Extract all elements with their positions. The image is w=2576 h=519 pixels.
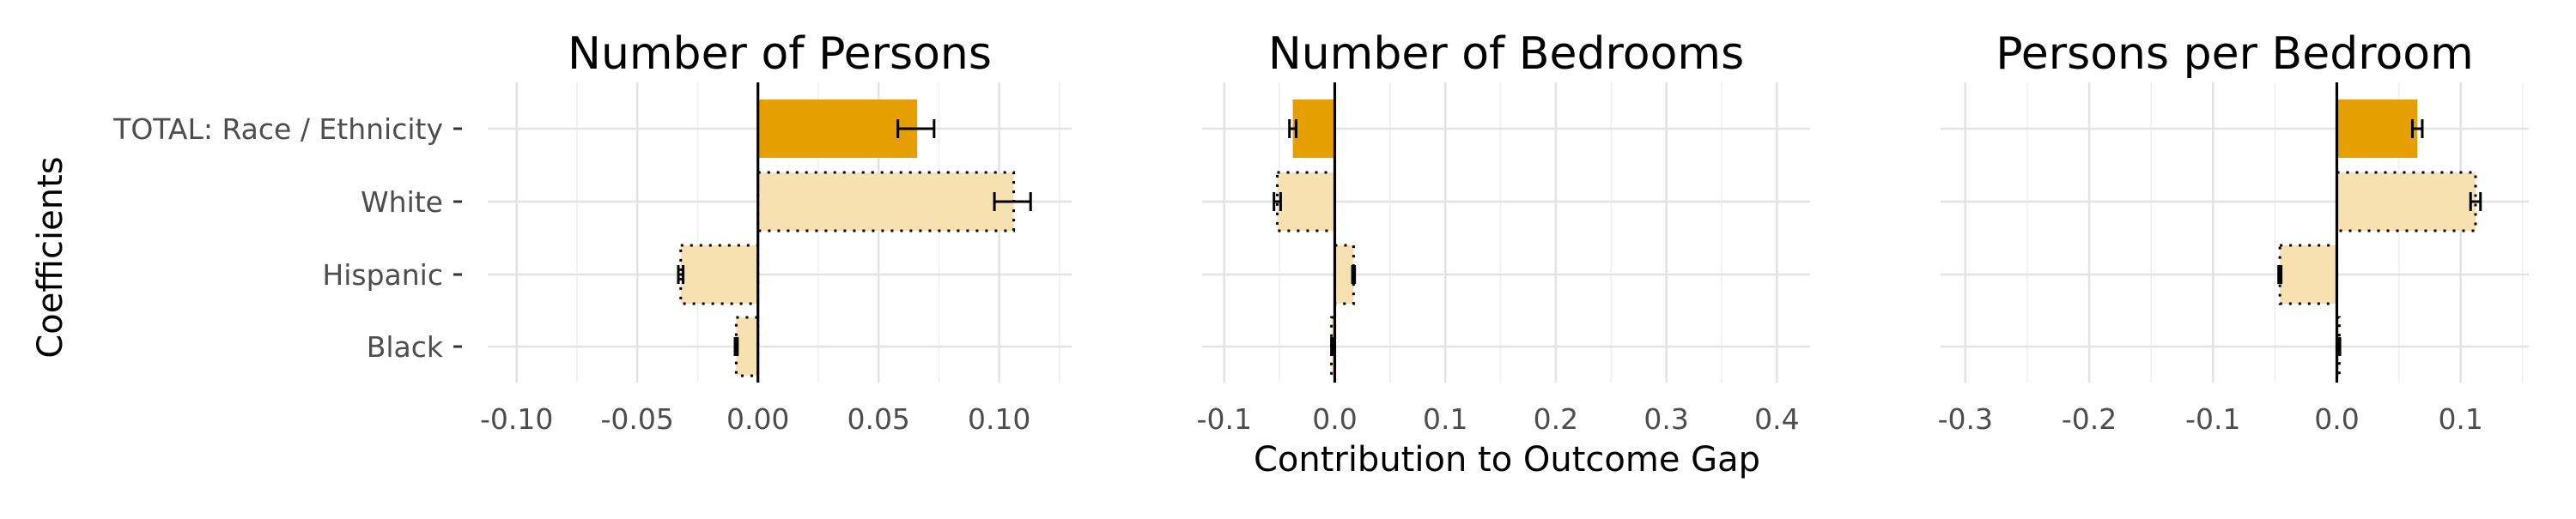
bar-hispanic bbox=[1333, 244, 1355, 305]
error-bar-white bbox=[993, 192, 1032, 211]
x-tick-label: 0.0 bbox=[2314, 402, 2359, 436]
bar-total-race-ethnicity bbox=[757, 100, 918, 158]
x-tick-label: -0.3 bbox=[1938, 402, 1993, 436]
category-label-black: Black bbox=[367, 330, 444, 364]
x-tick-label: 0.4 bbox=[1754, 402, 1799, 436]
panel-title: Number of Bedrooms bbox=[1268, 28, 1744, 80]
x-tick-label: -0.1 bbox=[1197, 402, 1252, 436]
x-tick-label: 0.3 bbox=[1643, 402, 1688, 436]
x-tick-label: -0.2 bbox=[2062, 402, 2117, 436]
x-tick-label: 0.1 bbox=[1423, 402, 1467, 436]
error-bar-total-race-ethnicity bbox=[2410, 119, 2424, 138]
error-bar-total-race-ethnicity bbox=[896, 119, 936, 138]
x-tick-label: 0.1 bbox=[2438, 402, 2482, 436]
error-bar-black bbox=[733, 337, 739, 356]
x-tick-label: -0.1 bbox=[2185, 402, 2240, 436]
error-bar-hispanic bbox=[677, 265, 685, 284]
bar-total-race-ethnicity bbox=[1292, 100, 1335, 158]
panel-persons-per-bedroom: -0.3 -0.2 -0.1 0.0 0.1 Persons per Bedroom bbox=[1938, 28, 2529, 436]
x-tick-label: -0.05 bbox=[601, 402, 674, 436]
error-bar-white bbox=[2469, 192, 2482, 211]
error-bar-total-race-ethnicity bbox=[1288, 119, 1297, 138]
bar-hispanic bbox=[2278, 244, 2338, 305]
bar-total-race-ethnicity bbox=[2336, 100, 2418, 158]
x-tick-label: -0.10 bbox=[480, 402, 553, 436]
bar-white bbox=[756, 171, 1016, 232]
x-tick-label: 0.0 bbox=[1312, 402, 1357, 436]
error-bar-hispanic bbox=[2277, 265, 2283, 284]
category-label-white: White bbox=[361, 185, 443, 219]
bar-black bbox=[734, 316, 760, 377]
error-bar-black bbox=[1330, 337, 1334, 356]
bar-hispanic bbox=[679, 244, 760, 305]
x-tick-label: 0.05 bbox=[847, 402, 909, 436]
x-axis-title: Contribution to Outcome Gap bbox=[1254, 440, 1760, 480]
panel-number-of-bedrooms: -0.1 0.0 0.1 0.2 0.3 0.4 Number of Bedrooms bbox=[1197, 28, 1810, 436]
panel-title: Number of Persons bbox=[568, 28, 992, 80]
category-label-total-race-ethnicity: TOTAL: Race / Ethnicity bbox=[112, 112, 443, 146]
error-bar-black bbox=[2337, 337, 2342, 356]
x-tick-label: 0.2 bbox=[1534, 402, 1578, 436]
error-bar-white bbox=[1273, 192, 1282, 211]
bar-white bbox=[1276, 171, 1336, 232]
error-bar-hispanic bbox=[1351, 265, 1357, 284]
y-axis-title: Coefficients bbox=[31, 156, 70, 358]
panel-title: Persons per Bedroom bbox=[1996, 28, 2473, 80]
panels-layer: -0.10 -0.05 0.00 0.05 0.10 Number of Persons T… bbox=[112, 28, 2529, 436]
panel-number-of-persons: -0.10 -0.05 0.00 0.05 0.10 Number of Persons T… bbox=[112, 28, 1072, 436]
x-tick-label: 0.10 bbox=[968, 402, 1030, 436]
category-label-hispanic: Hispanic bbox=[322, 258, 443, 292]
bar-white bbox=[2335, 171, 2477, 232]
x-tick-label: 0.00 bbox=[726, 402, 789, 436]
